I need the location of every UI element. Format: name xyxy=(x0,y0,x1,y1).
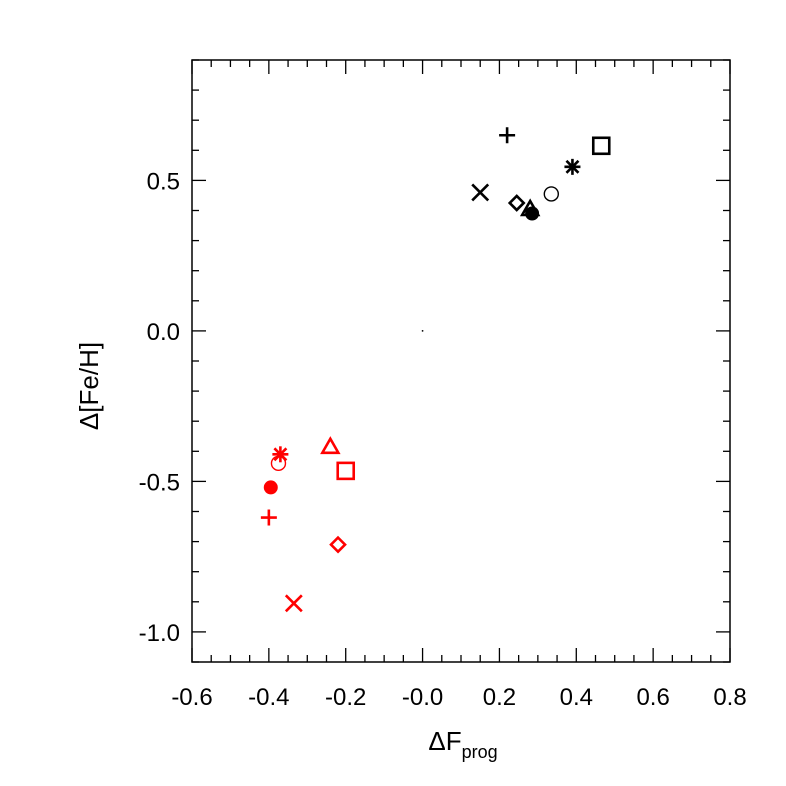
y-tick-label: -1.0 xyxy=(139,620,180,647)
x-tick-label: 0.8 xyxy=(713,684,746,711)
data-point-plus xyxy=(499,127,515,143)
data-point-circle-filled xyxy=(264,480,278,494)
data-point-triangle xyxy=(322,439,338,453)
y-tick-label: 0.0 xyxy=(147,319,180,346)
data-points xyxy=(261,127,609,611)
data-point-diamond xyxy=(331,538,345,552)
x-tick-label: -0.4 xyxy=(248,684,289,711)
data-point-x xyxy=(472,184,488,200)
y-tick-label: 0.5 xyxy=(147,168,180,195)
y-axis-label: Δ[Fe/H] xyxy=(74,342,104,430)
data-point-asterisk xyxy=(272,446,288,462)
axis-tick-labels: -0.6 -0.4 -0.2 -0.0 0.2 0.4 0.6 0.8 -1.0 -0.5 0.0 0… xyxy=(139,168,747,711)
data-point-square xyxy=(593,138,609,154)
data-point-asterisk xyxy=(564,159,580,175)
plot-frame xyxy=(192,60,730,662)
x-tick-label: 0.2 xyxy=(483,684,516,711)
x-tick-label: 0.4 xyxy=(560,684,593,711)
data-point-circle-open xyxy=(544,187,558,201)
y-tick-label: -0.5 xyxy=(139,469,180,496)
data-point-circle-open xyxy=(271,456,285,470)
data-point-dot xyxy=(422,330,424,332)
x-axis-label: ΔFprog xyxy=(428,726,497,762)
data-point-diamond xyxy=(510,196,524,210)
data-point-x xyxy=(286,595,302,611)
x-tick-label: -0.6 xyxy=(171,684,212,711)
axis-ticks xyxy=(192,60,730,662)
x-tick-label: -0.0 xyxy=(402,684,443,711)
x-tick-label: -0.2 xyxy=(325,684,366,711)
x-tick-label: 0.6 xyxy=(636,684,669,711)
data-point-plus xyxy=(261,510,277,526)
data-point-square xyxy=(338,463,354,479)
data-point-circle-filled xyxy=(525,207,539,221)
